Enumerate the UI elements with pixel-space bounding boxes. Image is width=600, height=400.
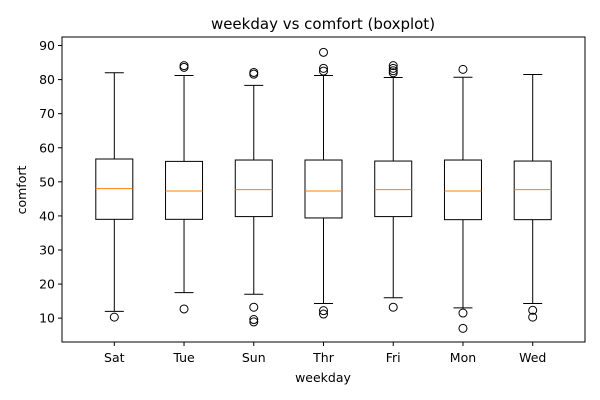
chart-title: weekday vs comfort (boxplot) [211, 15, 435, 33]
y-tick-label: 10 [39, 311, 55, 326]
y-tick-label: 40 [39, 208, 55, 223]
box-sun [234, 67, 273, 327]
iqr-box [165, 160, 204, 220]
outlier-point [388, 66, 398, 76]
outlier-point [319, 63, 328, 73]
x-axis: Sat Tue Sun Thr Fri Mon Wed [104, 342, 546, 365]
outlier-point [179, 62, 189, 72]
box-wed [513, 73, 552, 322]
x-tick-label: Tue [172, 350, 195, 365]
y-axis: 10 20 30 40 50 60 70 80 90 [39, 38, 62, 326]
outlier-point [319, 47, 328, 57]
outlier-point [458, 64, 468, 74]
y-tick-label: 60 [39, 140, 55, 155]
outlier-point [249, 302, 259, 312]
outlier-point [179, 61, 189, 71]
outlier-point [319, 306, 328, 316]
iqr-box [374, 160, 413, 218]
x-tick-label: Sun [242, 350, 266, 365]
outlier-point [528, 305, 538, 315]
x-axis-label: weekday [295, 370, 351, 385]
x-tick-label: Fri [386, 350, 401, 365]
x-tick-label: Mon [450, 350, 476, 365]
box-sat [95, 72, 134, 322]
outlier-point [249, 315, 259, 325]
outlier-point [319, 66, 328, 76]
outlier-point [528, 312, 538, 322]
y-tick-label: 50 [39, 174, 55, 189]
box-series [95, 47, 552, 333]
box-fri [374, 61, 413, 312]
y-tick-label: 20 [39, 277, 55, 292]
x-tick-label: Wed [519, 350, 546, 365]
outlier-point [458, 323, 468, 333]
outlier-point [179, 304, 189, 314]
y-tick-label: 70 [39, 106, 55, 121]
outlier-point [249, 317, 259, 327]
x-tick-label: Sat [104, 350, 125, 365]
outlier-point [458, 308, 468, 318]
iqr-box [443, 159, 482, 221]
box-mon [443, 64, 482, 333]
outlier-point [388, 63, 398, 73]
y-axis-label: comfort [14, 166, 29, 215]
x-tick-label: Thr [312, 350, 335, 365]
outlier-point [388, 61, 398, 71]
box-tue [165, 61, 204, 314]
box-thr [304, 47, 343, 319]
outlier-point [249, 69, 259, 79]
iqr-box [234, 159, 273, 218]
outlier-point [319, 309, 328, 319]
outlier-point [249, 67, 259, 77]
iqr-box [304, 159, 343, 219]
outlier-point [109, 312, 119, 322]
iqr-box [95, 158, 134, 220]
outlier-point [388, 302, 398, 312]
y-tick-label: 90 [39, 38, 55, 53]
y-tick-label: 80 [39, 72, 55, 87]
iqr-box [513, 160, 552, 221]
y-tick-label: 30 [39, 242, 55, 257]
